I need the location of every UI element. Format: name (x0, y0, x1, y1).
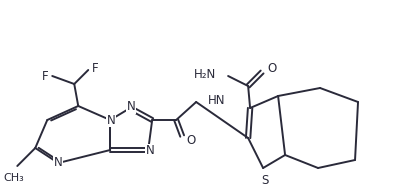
Text: CH₃: CH₃ (3, 173, 24, 183)
Text: O: O (186, 135, 195, 147)
Text: O: O (266, 63, 275, 75)
Text: N: N (107, 113, 115, 127)
Text: N: N (126, 100, 135, 113)
Text: N: N (146, 145, 154, 157)
Text: H₂N: H₂N (193, 68, 216, 80)
Text: F: F (42, 70, 48, 83)
Text: HN: HN (208, 94, 225, 107)
Text: N: N (54, 156, 63, 170)
Text: S: S (261, 174, 268, 187)
Text: F: F (92, 63, 99, 75)
